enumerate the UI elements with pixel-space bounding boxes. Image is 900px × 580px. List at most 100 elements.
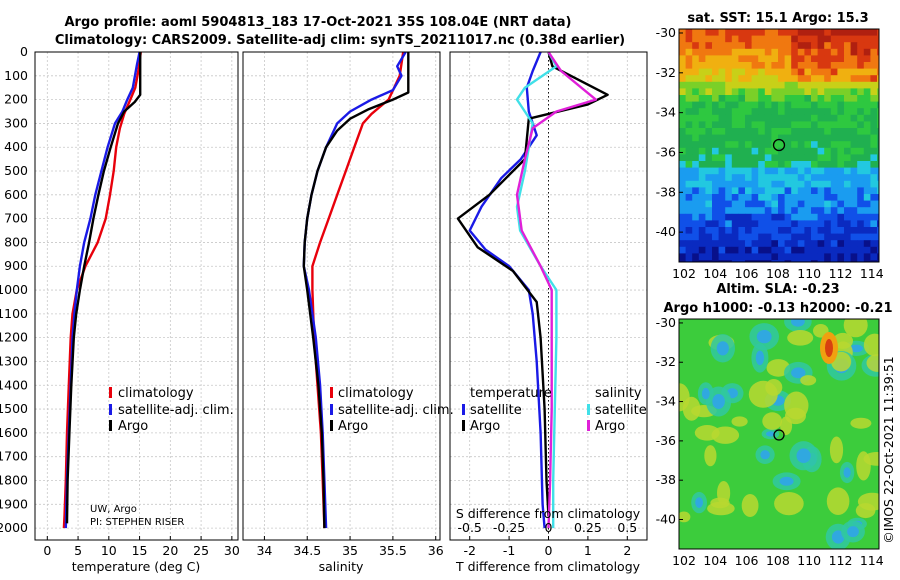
sst-cell: [738, 207, 746, 215]
sst-cell: [778, 200, 785, 208]
sst-cell: [844, 220, 851, 228]
sst-cell: [725, 29, 733, 36]
sla-map-image: [679, 319, 879, 549]
sst-cell: [850, 75, 858, 83]
sst-cell: [692, 35, 700, 43]
sst-cell: [758, 62, 766, 69]
sst-cell: [797, 134, 805, 142]
sst-cell: [844, 128, 851, 135]
sst-cell: [870, 260, 878, 262]
sst-cell: [778, 114, 785, 122]
x-tick-label: 15: [132, 543, 148, 558]
sst-cell: [817, 81, 825, 89]
sst-cell: [705, 128, 713, 135]
sst-cell: [877, 114, 879, 122]
sst-cell: [725, 55, 733, 63]
sst-cell: [725, 213, 733, 221]
sst-cell: [712, 260, 719, 262]
sst-cell: [705, 42, 713, 50]
sst-cell: [778, 167, 785, 175]
sst-cell: [692, 55, 700, 63]
sst-cell: [764, 200, 772, 208]
sst-cell: [857, 68, 865, 76]
sst-cell: [811, 68, 818, 76]
sst-cell: [791, 62, 799, 69]
sst-cell: [685, 121, 693, 129]
sst-cell: [738, 121, 746, 129]
legend-swatch-s-argo: [587, 420, 590, 431]
x-tick-label: 2: [623, 543, 631, 558]
sst-argo-location-marker: [772, 138, 786, 152]
s-tick-label: -0.5: [458, 520, 482, 535]
sst-cell: [791, 101, 799, 109]
sst-cell: [784, 180, 792, 188]
sst-cell: [679, 240, 686, 248]
sst-cell: [791, 48, 799, 56]
depth-tick-label: 1400: [0, 377, 28, 392]
sst-cell: [725, 88, 733, 96]
sst-cell: [698, 81, 706, 89]
sst-cell: [718, 233, 726, 241]
salinity-panel: [242, 51, 441, 541]
sla-argo-location-marker: [773, 429, 785, 441]
sst-cell: [837, 207, 845, 215]
sst-cell: [877, 161, 879, 168]
sst-cell: [764, 35, 772, 43]
sst-cell: [844, 227, 851, 234]
sst-cell: [824, 62, 832, 69]
temperature-x-ticks: 0 5 10 15 20 25 30: [43, 543, 240, 558]
sst-cell: [751, 134, 759, 142]
sst-cell: [824, 75, 832, 83]
sst-cell: [778, 213, 785, 221]
sst-cell: [725, 174, 733, 182]
sst-cell: [718, 121, 726, 129]
map-x-tick-label: 106: [735, 266, 759, 281]
sst-cell: [725, 95, 733, 102]
sst-cell: [778, 194, 785, 201]
sst-cell: [791, 68, 799, 76]
sst-cell: [745, 213, 752, 221]
sst-cell: [751, 194, 759, 201]
panel-frame: [242, 51, 441, 541]
sst-cell: [679, 101, 686, 109]
sst-cell: [712, 233, 719, 241]
sst-cell: [698, 42, 706, 50]
sst-cell: [857, 101, 865, 109]
sst-cell: [870, 75, 878, 83]
sst-cell: [712, 42, 719, 50]
sst-cell: [712, 114, 719, 122]
sst-cell: [778, 246, 785, 254]
sst-cell: [877, 134, 879, 142]
sst-cell: [830, 260, 838, 262]
depth-tick-label: 1500: [0, 401, 28, 416]
sst-cell: [764, 213, 772, 221]
sst-cell: [751, 233, 759, 241]
sst-cell: [692, 101, 700, 109]
sst-cell: [778, 233, 785, 241]
sdiff-ticks: -0.5 -0.25 0 0.25 0.5: [458, 520, 638, 535]
sst-cell: [870, 227, 878, 234]
sst-cell: [745, 194, 752, 201]
sst-cell: [863, 88, 871, 96]
sst-cell: [863, 134, 871, 142]
sst-cell: [778, 75, 785, 83]
legend-swatch-satellite: [330, 404, 333, 415]
sst-cell: [830, 29, 838, 36]
sst-cell: [824, 227, 832, 234]
sst-cell: [870, 167, 878, 175]
sst-cell: [863, 154, 871, 162]
sst-cell: [771, 213, 779, 221]
series-line-salinity-satellite: [515, 51, 558, 529]
sst-cell: [758, 253, 766, 261]
sst-cell: [692, 246, 700, 254]
sst-cell: [698, 134, 706, 142]
sst-cell: [857, 180, 865, 188]
series-line-climatology: [311, 51, 405, 529]
sst-cell: [698, 161, 706, 168]
salinity-x-ticks: 34 34.5 35 35.5 36: [256, 543, 443, 558]
sst-cell: [685, 260, 693, 262]
sst-cell: [705, 180, 713, 188]
sst-cell: [685, 141, 693, 149]
sst-cell: [745, 68, 752, 76]
salinity-xlabel: salinity: [319, 559, 364, 574]
